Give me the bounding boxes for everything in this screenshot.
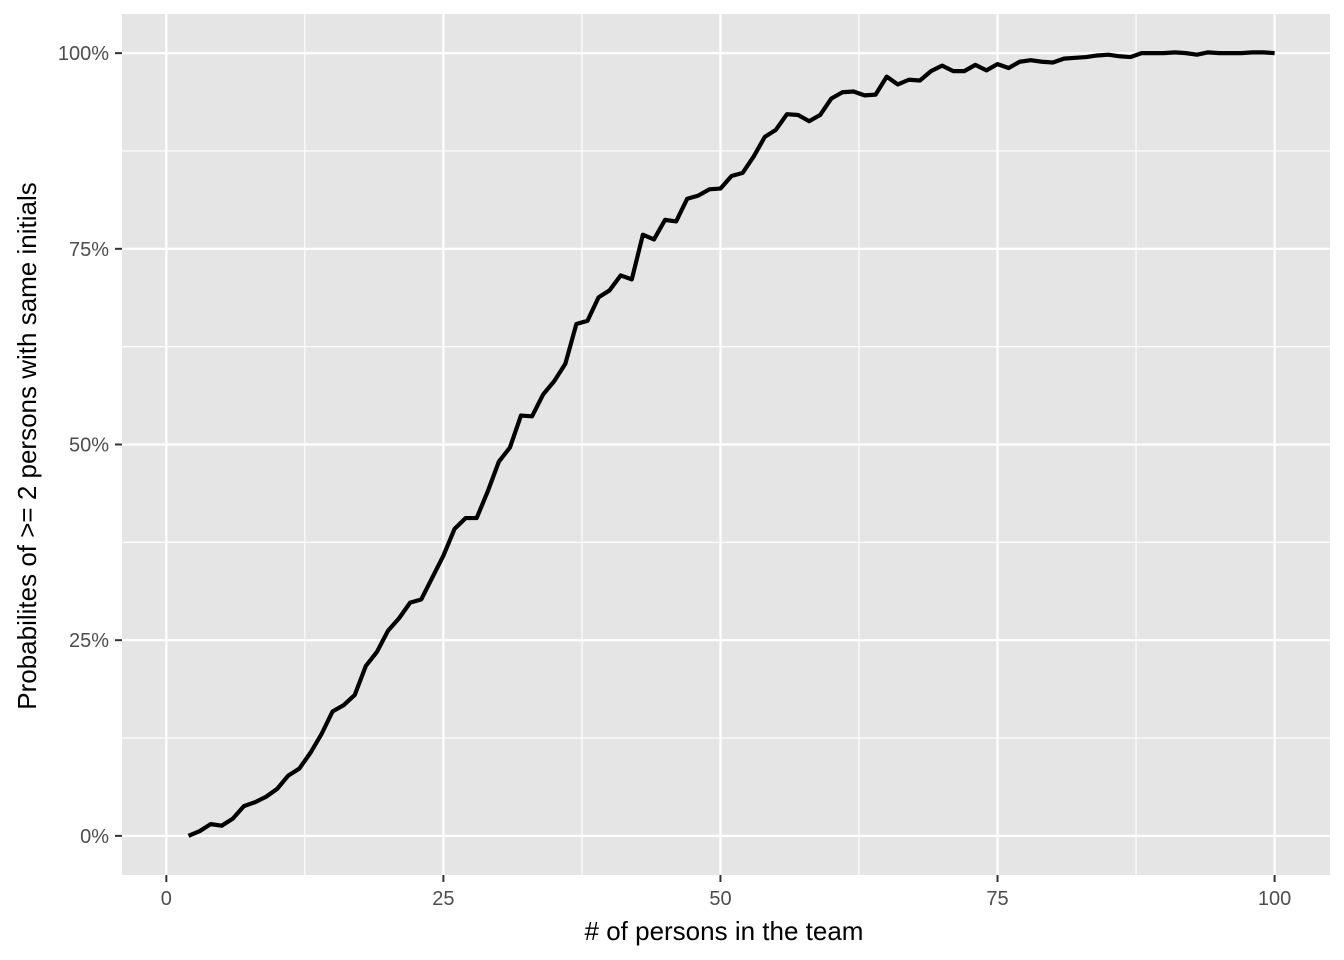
x-tick-label: 0 [161,888,172,910]
y-axis-tick-labels: 0% 25% 50% 75% 100% [58,43,109,848]
y-tick-label: 50% [69,435,109,457]
y-tick-label: 25% [69,630,109,652]
x-tick-label: 100 [1258,888,1291,910]
series-line [187,50,1275,838]
y-tick-label: 0% [80,826,109,848]
y-tick-label: 75% [69,239,109,261]
x-tick-label: 75 [986,888,1008,910]
y-tick-label: 100% [58,43,109,65]
x-tick-label: 25 [432,888,454,910]
axis-ticks [115,52,1276,882]
major-gridlines [122,14,1330,875]
x-tick-label: 50 [709,888,731,910]
x-axis-tick-labels: 0 25 50 75 100 [161,888,1292,910]
x-axis-title: # of persons in the team [585,916,864,946]
y-axis-title: Probabilites of >= 2 persons with same i… [12,182,42,710]
series-layer [187,50,1275,838]
